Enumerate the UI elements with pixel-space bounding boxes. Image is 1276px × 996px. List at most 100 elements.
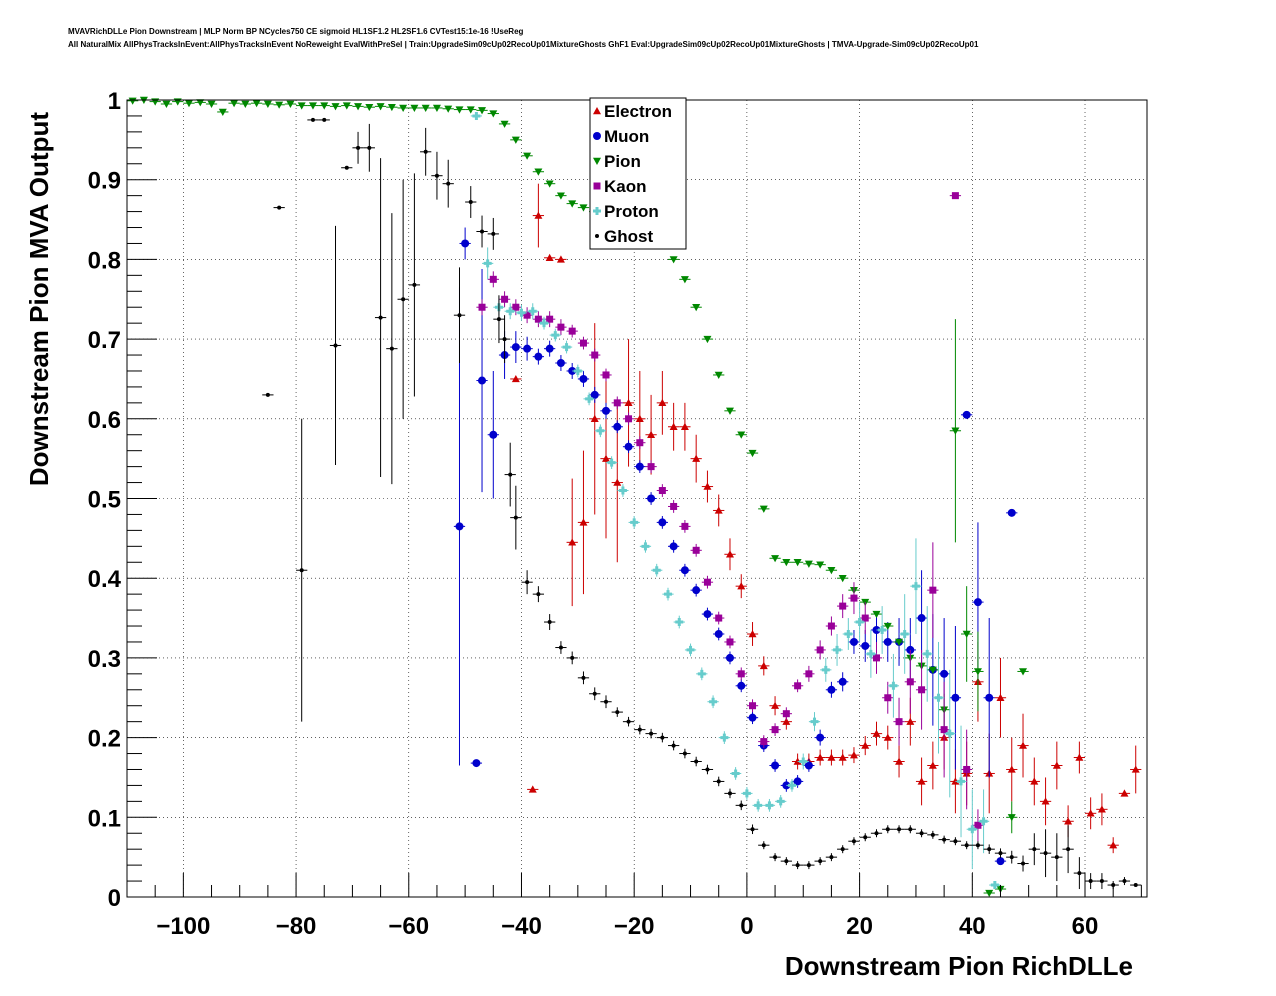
muon-point bbox=[917, 614, 926, 623]
ghost-point bbox=[671, 743, 676, 748]
y-tick-label: 0.4 bbox=[88, 566, 122, 593]
kaon-point bbox=[760, 738, 768, 746]
electron-point bbox=[928, 761, 937, 769]
ghost-point bbox=[496, 317, 501, 322]
y-tick-label: 1 bbox=[108, 88, 121, 115]
muon-point bbox=[602, 406, 611, 415]
ghost-point bbox=[265, 392, 270, 397]
ghost-point bbox=[919, 831, 924, 836]
ghost-point bbox=[1099, 879, 1104, 884]
muon-point bbox=[534, 352, 543, 361]
kaon-point bbox=[951, 192, 959, 200]
legend-marker-proton bbox=[593, 207, 601, 215]
kaon-point bbox=[918, 686, 926, 694]
pion-point bbox=[162, 100, 171, 108]
kaon-point bbox=[523, 311, 531, 319]
muon-point bbox=[861, 641, 870, 650]
pion-point bbox=[973, 668, 982, 676]
ghost-point bbox=[389, 346, 394, 351]
ghost-point bbox=[434, 173, 439, 178]
legend-marker-muon bbox=[593, 132, 601, 140]
muon-point bbox=[523, 344, 532, 353]
muon-point bbox=[883, 637, 892, 646]
electron-point bbox=[568, 538, 577, 546]
ghost-point bbox=[356, 145, 361, 150]
ghost-point bbox=[739, 803, 744, 808]
legend-label-electron: Electron bbox=[604, 102, 672, 121]
muon-point bbox=[511, 343, 520, 352]
kaon-point bbox=[963, 765, 971, 773]
kaon-point bbox=[658, 487, 666, 495]
ghost-point bbox=[367, 145, 372, 150]
electron-point bbox=[872, 729, 881, 737]
kaon-point bbox=[884, 694, 892, 702]
muon-point bbox=[816, 733, 825, 742]
pion-point bbox=[184, 99, 193, 108]
kaon-point bbox=[591, 351, 599, 359]
ghost-point bbox=[277, 205, 282, 210]
kaon-point bbox=[613, 399, 621, 407]
proton-point bbox=[923, 649, 932, 658]
ghost-point bbox=[423, 149, 428, 154]
electron-point bbox=[579, 518, 588, 526]
kaon-point bbox=[647, 463, 655, 471]
electron-point bbox=[1030, 777, 1039, 785]
ghost-point bbox=[694, 759, 699, 764]
electron-point bbox=[545, 253, 554, 262]
pion-point bbox=[218, 108, 227, 116]
pion-point bbox=[241, 100, 250, 108]
kaon-point bbox=[670, 502, 678, 510]
kaon-point bbox=[602, 371, 610, 379]
pion-point bbox=[985, 889, 994, 898]
pion-point bbox=[275, 101, 284, 109]
electron-point bbox=[714, 506, 723, 514]
proton-point bbox=[833, 645, 842, 654]
electron-point bbox=[771, 701, 780, 709]
muon-point bbox=[624, 442, 633, 451]
electron-point bbox=[861, 741, 870, 749]
pion-point bbox=[793, 559, 802, 567]
electron-point bbox=[883, 733, 892, 741]
pion-point bbox=[737, 431, 746, 439]
pion-point bbox=[196, 99, 205, 107]
kaon-point bbox=[692, 546, 700, 554]
electron-point bbox=[759, 661, 768, 670]
kaon-point bbox=[861, 614, 869, 622]
electron-point bbox=[1075, 753, 1084, 761]
ghost-point bbox=[660, 735, 665, 740]
electron-point bbox=[635, 414, 644, 422]
kaon-point bbox=[940, 726, 948, 734]
electron-point bbox=[1064, 817, 1073, 825]
muon-point bbox=[472, 759, 481, 768]
ghost-point bbox=[592, 691, 597, 696]
proton-series bbox=[470, 111, 1001, 890]
x-tick-label: −80 bbox=[276, 913, 317, 940]
proton-point bbox=[957, 777, 966, 786]
muon-point bbox=[613, 422, 622, 431]
kaon-point bbox=[771, 726, 779, 734]
plot-title-line-1: MVAVRichDLLe Pion Downstream | MLP Norm … bbox=[68, 27, 524, 36]
pion-point bbox=[354, 103, 363, 111]
y-tick-label: 0.1 bbox=[88, 805, 121, 832]
ghost-point bbox=[750, 827, 755, 832]
ghost-point bbox=[818, 859, 823, 864]
pion-point bbox=[883, 622, 892, 631]
ghost-point bbox=[491, 231, 496, 236]
muon-point bbox=[556, 359, 565, 368]
pion-point bbox=[951, 427, 960, 435]
pion-point bbox=[759, 505, 768, 513]
x-tick-label: −100 bbox=[156, 913, 210, 940]
ghost-point bbox=[998, 851, 1003, 856]
electron-point bbox=[849, 751, 858, 759]
pion-point bbox=[895, 638, 904, 646]
y-tick-label: 0.5 bbox=[88, 487, 121, 514]
muon-point bbox=[725, 653, 734, 662]
kaon-point bbox=[478, 303, 486, 311]
muon-point bbox=[703, 610, 712, 619]
kaon-point bbox=[737, 670, 745, 678]
electron-point bbox=[1041, 797, 1050, 805]
ghost-point bbox=[1043, 851, 1048, 856]
legend-label-kaon: Kaon bbox=[604, 177, 647, 196]
ghost-point bbox=[964, 843, 969, 848]
